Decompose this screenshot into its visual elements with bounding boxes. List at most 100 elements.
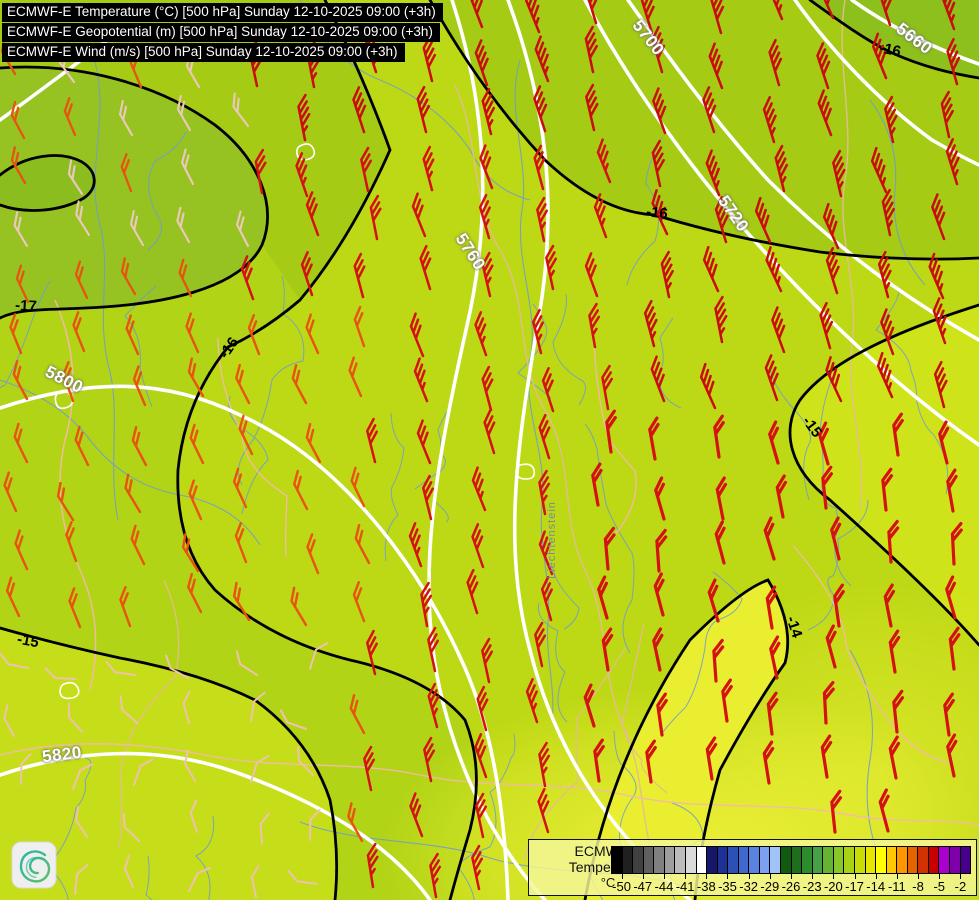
country-border — [792, 544, 951, 764]
legend-tick — [939, 874, 941, 879]
wind-barb — [123, 854, 134, 888]
legend-color-cell — [749, 847, 760, 873]
wind-barb — [475, 792, 488, 839]
wind-barb — [133, 758, 154, 786]
wind-barb — [67, 159, 84, 196]
wind-barb — [654, 476, 666, 521]
wind-barb — [232, 467, 248, 509]
legend-color-cell — [664, 847, 676, 873]
legend-tick — [854, 874, 856, 879]
wind-barb — [538, 469, 551, 516]
wind-barb — [429, 852, 442, 899]
wind-barb — [775, 474, 788, 519]
legend-tick-label: -32 — [739, 879, 759, 894]
wind-barb — [643, 299, 658, 348]
wind-barb — [817, 0, 835, 20]
wind-barb — [5, 576, 21, 618]
wind-barb — [416, 419, 432, 465]
wind-barb — [309, 641, 329, 670]
wind-barb — [250, 691, 266, 722]
legend-tick-label: -35 — [718, 879, 737, 894]
river — [384, 412, 405, 562]
spiral-logo — [11, 841, 57, 889]
wind-barb — [754, 196, 772, 244]
legend-color-cell — [612, 847, 623, 873]
wind-barb — [471, 466, 487, 512]
wind-barb — [74, 425, 90, 467]
wind-barb — [474, 311, 488, 357]
wind-barb — [74, 260, 89, 300]
wind-barb — [946, 468, 958, 513]
legend-color-cell — [728, 847, 739, 873]
wind-barb — [702, 86, 717, 134]
wind-barb — [652, 627, 664, 672]
wind-barb — [540, 575, 553, 622]
wind-barb — [62, 361, 75, 403]
wind-barb — [240, 255, 255, 301]
wind-barb — [945, 138, 960, 186]
wind-barb — [13, 422, 29, 464]
wind-barb — [232, 92, 250, 128]
wind-barb — [189, 799, 198, 833]
river — [47, 757, 92, 900]
wind-barb — [708, 42, 724, 90]
legend-tick-label: -50 — [612, 879, 631, 894]
wind-barb — [948, 626, 961, 671]
wind-barb — [699, 362, 717, 410]
wind-barb — [884, 95, 898, 144]
legend-color-cell — [685, 847, 697, 873]
legend-color-cell — [707, 847, 718, 873]
wind-barb — [67, 702, 83, 733]
wind-barb — [176, 206, 191, 244]
wind-barb — [366, 417, 378, 464]
legend-color-cell — [759, 847, 771, 873]
wind-barb — [534, 35, 550, 83]
legend-tick — [960, 874, 962, 879]
country-border — [118, 579, 180, 849]
wind-barb — [254, 148, 267, 195]
wind-barb — [14, 529, 29, 571]
wind-barb — [259, 812, 270, 845]
legend-tick-label: -44 — [654, 879, 674, 894]
wind-barb — [656, 692, 668, 737]
wind-barb — [483, 408, 496, 455]
wind-barb — [878, 0, 893, 27]
wind-barb — [420, 581, 433, 628]
legend-color-cell — [738, 847, 750, 873]
legend-units: °C — [600, 875, 616, 890]
legend-color-cell — [696, 847, 708, 873]
country-border — [593, 341, 637, 544]
wind-barb — [941, 0, 956, 31]
wind-barb — [640, 0, 655, 35]
legend-tick-label: -5 — [933, 879, 946, 894]
wind-barb — [584, 25, 598, 74]
wind-barb — [816, 42, 831, 90]
wind-barb — [583, 683, 596, 728]
wind-barb — [830, 516, 842, 561]
wind-barb — [105, 660, 136, 676]
legend-tick-label: -2 — [954, 879, 967, 894]
wind-barb — [943, 692, 955, 737]
wind-barb — [950, 521, 963, 566]
wind-barb — [366, 629, 378, 676]
wind-barb — [601, 627, 614, 672]
wind-barb — [427, 626, 440, 673]
wind-barb — [538, 413, 551, 460]
legend-tick-label: -41 — [675, 879, 695, 894]
wind-barb — [247, 314, 261, 356]
legend-tick-label: -47 — [633, 879, 653, 894]
wind-barb — [712, 638, 725, 683]
legend-color-cell — [950, 847, 961, 873]
legend-tick-label: -38 — [696, 879, 716, 894]
wind-barb — [605, 409, 617, 454]
legend-tick-label: -20 — [823, 879, 843, 894]
legend-color-cell — [854, 847, 866, 873]
wind-barb — [593, 738, 605, 783]
wind-barb — [422, 474, 434, 521]
wind-barb — [188, 866, 212, 892]
wind-barb — [234, 522, 248, 564]
wind-barb — [714, 295, 728, 344]
river — [537, 602, 568, 723]
